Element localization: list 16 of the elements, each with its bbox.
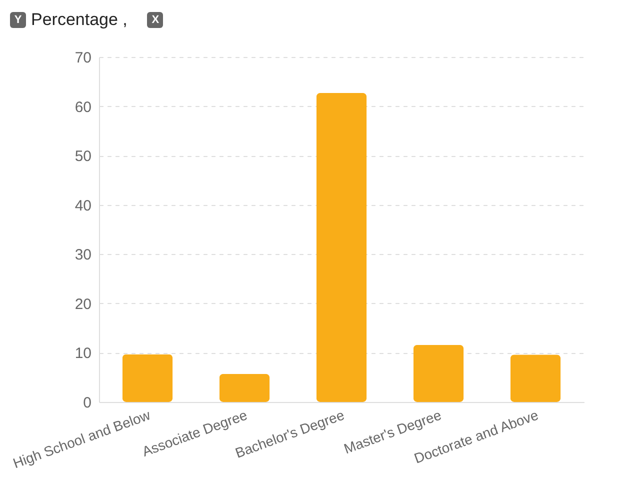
y-tick-label: 60 <box>74 98 92 116</box>
bar <box>316 92 367 402</box>
y-axis-title: Percentage , <box>31 10 128 30</box>
bar <box>219 374 270 402</box>
text: X <box>147 12 164 28</box>
y-tick-label: 10 <box>74 345 92 362</box>
bar <box>122 354 173 402</box>
bar <box>510 354 561 402</box>
y-tick-label: 70 <box>74 50 92 66</box>
y-tick-label: 0 <box>83 394 92 412</box>
y-tick-label: 50 <box>74 148 92 166</box>
y-tick-label: 40 <box>74 197 92 214</box>
y-tick-label: 30 <box>74 246 92 264</box>
y-tick-label: 20 <box>74 296 92 313</box>
bar <box>413 344 464 402</box>
text: Y <box>10 12 26 28</box>
